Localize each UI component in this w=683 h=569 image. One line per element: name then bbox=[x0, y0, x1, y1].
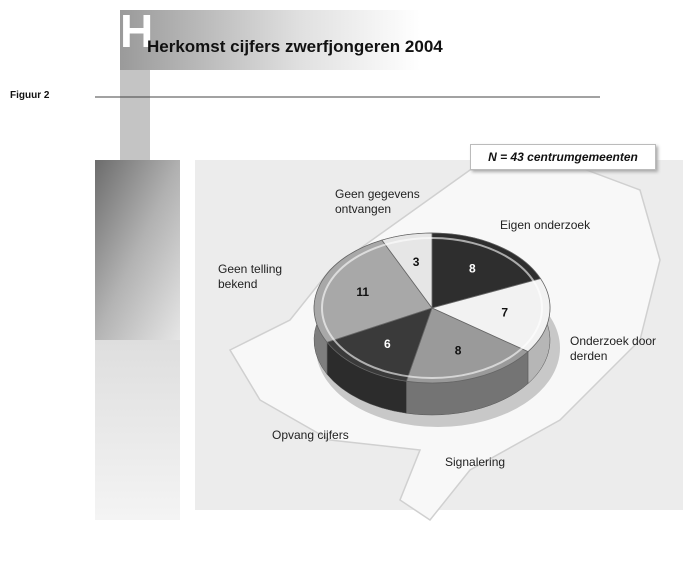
category-label: Signalering bbox=[445, 455, 545, 470]
value-label: 6 bbox=[384, 337, 391, 351]
category-label: Onderzoek door derden bbox=[570, 334, 680, 364]
photo bbox=[95, 160, 180, 340]
chart: 8 7 8 6 11 3 bbox=[0, 0, 683, 569]
category-label: Geen gegevens ontvangen bbox=[335, 187, 425, 217]
category-label: Geen telling bekend bbox=[218, 262, 298, 292]
header-stem bbox=[120, 70, 150, 160]
value-label: 8 bbox=[455, 344, 462, 358]
category-label: Opvang cijfers bbox=[272, 428, 372, 443]
value-label: 11 bbox=[356, 285, 369, 299]
annotation: N = 43 centrumgemeenten bbox=[470, 144, 656, 170]
value-label: 7 bbox=[501, 305, 508, 319]
value-label: 8 bbox=[469, 261, 476, 275]
category-label: Eigen onderzoek bbox=[500, 218, 630, 233]
page: 8786113 H Herkomst cijfers zwerfjongeren… bbox=[0, 0, 683, 569]
chart-title: Herkomst cijfers zwerfjongeren 2004 bbox=[147, 37, 443, 57]
figure-label: Figuur 2 bbox=[10, 90, 49, 101]
value-label: 3 bbox=[413, 255, 420, 269]
